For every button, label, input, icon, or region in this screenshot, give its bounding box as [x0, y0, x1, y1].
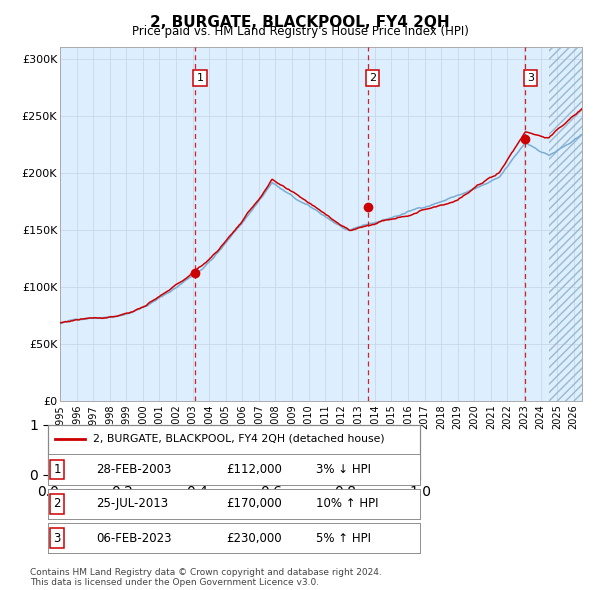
2, BURGATE, BLACKPOOL, FY4 2QH (detached house) [150, 297, 157, 304]
HPI: Average price, detached house, Blackpool: (2.01e+03, 1.79e+05): Average price, detached house, Blackpool… [289, 193, 296, 200]
Bar [549, 47, 586, 401]
HPI: Average price, detached house, Blackpool: (2.03e+03, 2.34e+05): Average price, detached house, Blackpool… [578, 131, 586, 138]
HPI: Average price, detached house, Blackpool: (2.02e+03, 1.81e+05): Average price, detached house, Blackpool… [456, 191, 463, 198]
Text: 5% ↑ HPI: 5% ↑ HPI [316, 532, 371, 545]
Text: 25-JUL-2013: 25-JUL-2013 [97, 497, 169, 510]
Text: 3: 3 [527, 73, 534, 83]
Bar [549, 47, 586, 401]
2, BURGATE, BLACKPOOL, FY4 2QH (detached house) [578, 105, 586, 112]
2, BURGATE, BLACKPOOL, FY4 2QH (detached house) [56, 319, 64, 326]
Text: 1: 1 [53, 463, 61, 476]
HPI: Average price, detached house, Blackpool: (2.01e+03, 1.5e+05): Average price, detached house, Blackpool… [344, 226, 352, 233]
2, BURGATE, BLACKPOOL, FY4 2QH (detached house) [366, 222, 373, 229]
HPI: Average price, detached house, Blackpool: (2e+03, 6.8e+04): Average price, detached house, Blackpool… [56, 320, 64, 327]
2, BURGATE, BLACKPOOL, FY4 2QH (detached house) [443, 201, 451, 208]
2, BURGATE, BLACKPOOL, FY4 2QH (detached house) [344, 225, 352, 232]
Text: 3% ↓ HPI: 3% ↓ HPI [316, 463, 371, 476]
Text: Contains HM Land Registry data © Crown copyright and database right 2024.
This d: Contains HM Land Registry data © Crown c… [30, 568, 382, 587]
Text: 06-FEB-2023: 06-FEB-2023 [97, 532, 172, 545]
Text: £170,000: £170,000 [227, 497, 283, 510]
HPI: Average price, detached house, Blackpool: (2.01e+03, 1.55e+05): Average price, detached house, Blackpool… [366, 220, 373, 227]
Text: 2, BURGATE, BLACKPOOL, FY4 2QH (detached house): 2, BURGATE, BLACKPOOL, FY4 2QH (detached… [92, 434, 384, 444]
Text: 1: 1 [197, 73, 203, 83]
Line: HPI: Average price, detached house, Blackpool: HPI: Average price, detached house, Blac… [60, 135, 582, 323]
2, BURGATE, BLACKPOOL, FY4 2QH (detached house) [289, 188, 296, 195]
Text: 2: 2 [369, 73, 376, 83]
2, BURGATE, BLACKPOOL, FY4 2QH (detached house) [456, 195, 463, 202]
Text: HPI: Average price, detached house, Blackpool: HPI: Average price, detached house, Blac… [92, 457, 348, 467]
Text: 28-FEB-2003: 28-FEB-2003 [97, 463, 172, 476]
Text: 3: 3 [53, 532, 61, 545]
Text: 2: 2 [53, 497, 61, 510]
Text: £112,000: £112,000 [227, 463, 283, 476]
Text: Price paid vs. HM Land Registry's House Price Index (HPI): Price paid vs. HM Land Registry's House … [131, 25, 469, 38]
Text: £230,000: £230,000 [227, 532, 282, 545]
Text: 10% ↑ HPI: 10% ↑ HPI [316, 497, 379, 510]
HPI: Average price, detached house, Blackpool: (2e+03, 8.74e+04): Average price, detached house, Blackpool… [150, 298, 157, 305]
Line: 2, BURGATE, BLACKPOOL, FY4 2QH (detached house): 2, BURGATE, BLACKPOOL, FY4 2QH (detached… [60, 109, 582, 323]
Text: 2, BURGATE, BLACKPOOL, FY4 2QH: 2, BURGATE, BLACKPOOL, FY4 2QH [150, 15, 450, 30]
HPI: Average price, detached house, Blackpool: (2.02e+03, 1.77e+05): Average price, detached house, Blackpool… [443, 196, 451, 203]
